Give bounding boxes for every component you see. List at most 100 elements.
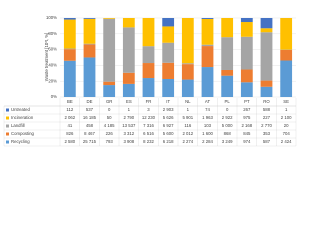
y-tick-label: 20% [48,78,57,83]
bar-segment [280,60,293,97]
bar-segment [83,18,96,19]
table-cell: 868 [224,131,232,136]
bar-segment [240,36,253,70]
table-cell: 6 516 [143,131,154,136]
table-cell: 2 062 [64,115,75,120]
table-cell: 16 185 [83,115,97,120]
table-cell: 1 963 [202,115,213,120]
bar-segment [240,22,253,37]
x-tick-label: PT [244,99,250,104]
bar-segment [201,67,214,97]
table-cell: 25 715 [83,139,97,144]
table-cell: 5 901 [182,115,193,120]
x-tick-label: RO [263,99,270,104]
bar-segment [221,75,234,97]
table-cell: 2 922 [222,115,233,120]
bar-segment [122,27,135,73]
table-cell: 587 [263,139,271,144]
bar-segment [240,82,253,97]
bar-segment [63,48,76,50]
bar-segment [162,18,175,27]
x-tick-label: GR [106,99,112,104]
x-tick-label: ES [126,99,132,104]
table-cell: 3 [147,107,150,112]
legend-label: Recycling [11,139,30,144]
bar-segment [142,18,155,47]
y-tick-label: 100% [46,15,57,20]
bar-segment [122,18,135,28]
bar-segment [103,85,116,97]
bar-segment [280,49,293,61]
y-tick-label: 0% [51,94,57,99]
bar-segment [83,18,96,44]
x-tick-label: NL [185,99,191,104]
table-cell: 112 [66,107,73,112]
bar-segment [201,18,214,45]
table-cell: 3 312 [123,131,134,136]
y-tick-label: 40% [48,63,57,68]
bar-segment [221,69,234,76]
table-cell: 1 600 [202,131,213,136]
table-cell: 103 [204,123,212,128]
bar-segment [181,64,194,80]
legend-label: Landfill [11,123,25,128]
table-cell: 7 316 [143,123,154,128]
bar-segment [221,18,234,38]
bar-segment [201,46,214,68]
bar-segment [63,49,76,61]
x-tick-label: BE [67,99,73,104]
table-cell: 704 [283,131,291,136]
table-cell: 8 232 [143,139,154,144]
bar-segment [240,69,253,83]
chart: Waste treatment [10³t, %] 0% 20% 40% 60% 80%… [3,15,297,147]
table-cell: 458 [86,123,94,128]
bar-segment [162,26,175,43]
table-cell: 2 012 [182,131,193,136]
bar-segment [181,79,194,97]
bar-segment [181,18,194,64]
table-cell: 3 249 [222,139,233,144]
table-cell: 2 284 [202,139,213,144]
x-tick-label: IT [166,99,170,104]
bar-segment [103,18,116,19]
bar-segment [63,19,76,49]
table-cell: 1 [187,107,190,112]
y-axis-label: Waste treatment [10³t, %] [44,33,49,82]
table-cell: 226 [106,131,114,136]
bar-segment [260,32,273,81]
table-cell: 826 [66,131,74,136]
table-cell: 6 218 [163,139,174,144]
table-cell: 41 [67,123,72,128]
bar-segment [162,42,175,63]
table-cell: 793 [106,139,114,144]
table-cell: 2 168 [241,123,252,128]
table-cell: 588 [263,107,271,112]
bar-segment [221,37,234,70]
table-cell: 5 600 [163,131,174,136]
bar-segment [260,28,273,33]
table-cell: 12 230 [142,115,156,120]
bar-segment [280,18,293,50]
table-cell: 5 000 [222,123,233,128]
bar-segment [83,44,96,58]
table-cell: 2 424 [281,139,292,144]
table-cell: 2 580 [64,139,75,144]
table-cell: 5 626 [163,115,174,120]
bar-segment [103,18,116,82]
bar-segment [142,46,155,64]
bar-segment [83,43,96,45]
table-cell: 2 100 [281,115,292,120]
table-cell: 8 467 [84,131,95,136]
legend-swatch [6,132,9,136]
bar-segment [122,72,135,84]
table-cell: 227 [263,115,271,120]
table-cell: 6 927 [163,123,174,128]
table-cell: 74 [205,107,210,112]
y-tick-label: 60% [48,47,57,52]
table-cell: 2 903 [163,107,174,112]
bar-segment [260,86,273,97]
x-tick-label: PL [225,99,231,104]
x-tick-label: FR [146,99,152,104]
y-tick-label: 80% [48,31,57,36]
table-cell: 974 [243,139,251,144]
